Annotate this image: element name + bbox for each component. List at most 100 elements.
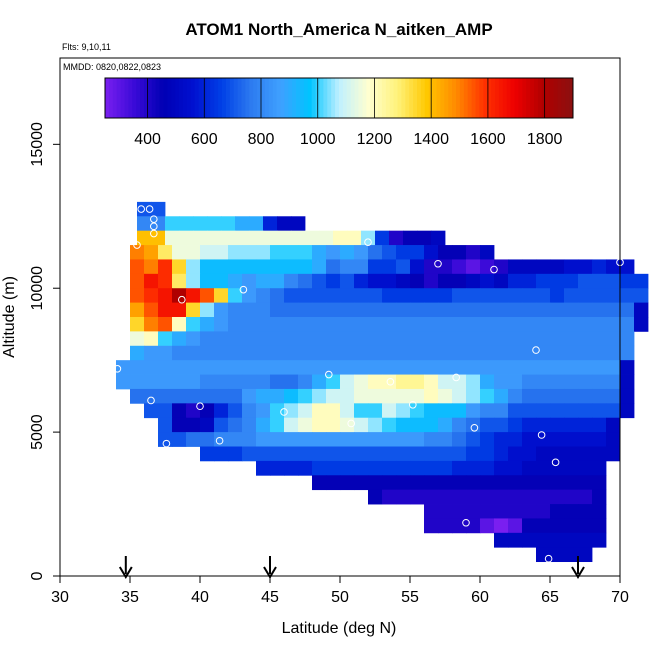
heatmap-cell xyxy=(172,302,187,318)
heatmap-cell xyxy=(298,345,313,361)
x-axis-label: Latitude (deg N) xyxy=(282,620,397,637)
colorbar-segment xyxy=(233,78,239,118)
heatmap-cell xyxy=(284,417,299,433)
colorbar-segment xyxy=(471,78,476,118)
heatmap-cell xyxy=(312,345,327,361)
heatmap-cell xyxy=(298,374,313,390)
heatmap-cell xyxy=(291,230,306,246)
colorbar-segment xyxy=(514,78,519,118)
y-tick-label: 5000 xyxy=(29,414,46,450)
colorbar-segment xyxy=(354,78,359,118)
sample-point-marker xyxy=(470,423,479,432)
heatmap-cell xyxy=(466,302,481,318)
colorbar-segment xyxy=(475,78,480,118)
heatmap-cell xyxy=(494,489,509,505)
heatmap-cell xyxy=(438,446,453,462)
sample-point-marker xyxy=(162,439,171,448)
heatmap-cell xyxy=(606,388,621,404)
heatmap-cell xyxy=(620,403,635,419)
sample-point-marker xyxy=(150,215,158,223)
heatmap-cell xyxy=(340,446,355,462)
heatmap-cell xyxy=(550,331,565,347)
heatmap-cell xyxy=(144,245,159,260)
heatmap-cell xyxy=(172,259,187,275)
heatmap-cell xyxy=(228,302,243,318)
heatmap-cell xyxy=(424,302,439,318)
heatmap-cell xyxy=(326,245,341,260)
heatmap-cell xyxy=(508,417,523,433)
colorbar-segment xyxy=(268,78,274,118)
colorbar-segment xyxy=(292,78,297,118)
heatmap-cell xyxy=(186,302,201,318)
heatmap-cell xyxy=(480,345,495,361)
colorbar-segment xyxy=(190,78,196,118)
heatmap-cell xyxy=(186,245,201,260)
heatmap-cell xyxy=(417,230,432,246)
heatmap-cell xyxy=(277,216,292,232)
heatmap-cell xyxy=(480,460,495,476)
heatmap-cell xyxy=(424,403,439,419)
heatmap-cell xyxy=(508,360,523,375)
heatmap-cell xyxy=(130,345,145,361)
heatmap-cell xyxy=(312,446,327,462)
heatmap-cell xyxy=(368,345,383,361)
heatmap-cell xyxy=(536,504,551,519)
colorbar-segment xyxy=(245,78,250,118)
heatmap-cell xyxy=(312,273,327,289)
heatmap-cell xyxy=(564,532,579,548)
heatmap-cell xyxy=(438,475,453,491)
flight-arrow-icon xyxy=(571,556,585,579)
heatmap-cell xyxy=(228,446,243,462)
heatmap-cell xyxy=(144,259,159,275)
heatmap-cell xyxy=(578,288,593,304)
heatmap-cell xyxy=(298,317,313,332)
heatmap-cell xyxy=(165,216,180,232)
heatmap-cell xyxy=(354,360,369,375)
heatmap-cell xyxy=(340,288,355,304)
heatmap-cell xyxy=(564,317,579,332)
chart-title: ATOM1 North_America N_aitken_AMP xyxy=(185,20,492,39)
heatmap-cell xyxy=(242,388,257,404)
heatmap-cell xyxy=(368,259,383,275)
heatmap-cell xyxy=(494,417,509,433)
heatmap-cell xyxy=(578,417,593,433)
heatmap-cell xyxy=(424,345,439,361)
heatmap-cell xyxy=(340,273,355,289)
heatmap-cell xyxy=(186,374,201,390)
heatmap-cell xyxy=(592,360,607,375)
heatmap-cell xyxy=(424,317,439,332)
heatmap-cell xyxy=(592,489,607,505)
heatmap-cell xyxy=(137,216,152,232)
heatmap-cell xyxy=(270,273,285,289)
heatmap-cell xyxy=(564,417,579,433)
heatmap-cell xyxy=(592,317,607,332)
heatmap-cell xyxy=(550,345,565,361)
colorbar-segment xyxy=(420,78,426,118)
heatmap-cell xyxy=(410,417,425,433)
heatmap-cell xyxy=(165,230,180,246)
heatmap-cell xyxy=(368,288,383,304)
heatmap-cell xyxy=(382,403,397,419)
heatmap-cell xyxy=(620,273,635,289)
heatmap-cell xyxy=(410,259,425,275)
heatmap-cell xyxy=(424,273,439,289)
heatmap-cell xyxy=(592,504,607,519)
colorbar-segment xyxy=(264,78,270,118)
heatmap-cell xyxy=(410,374,425,390)
heatmap-cell xyxy=(452,302,467,318)
heatmap-cell xyxy=(340,331,355,347)
heatmap-cell xyxy=(396,345,411,361)
heatmap-cell xyxy=(550,489,565,505)
heatmap-cell xyxy=(228,388,243,404)
heatmap-cell xyxy=(389,230,404,246)
heatmap-cell xyxy=(508,504,523,519)
heatmap-cell xyxy=(480,504,495,519)
heatmap-cell xyxy=(382,273,397,289)
heatmap-cell xyxy=(396,489,411,505)
heatmap-cell xyxy=(550,417,565,433)
heatmap-cell xyxy=(298,360,313,375)
heatmap-cell xyxy=(340,360,355,375)
heatmap-cell xyxy=(312,432,327,447)
heatmap-cell xyxy=(403,230,418,246)
heatmap-cell xyxy=(382,302,397,318)
